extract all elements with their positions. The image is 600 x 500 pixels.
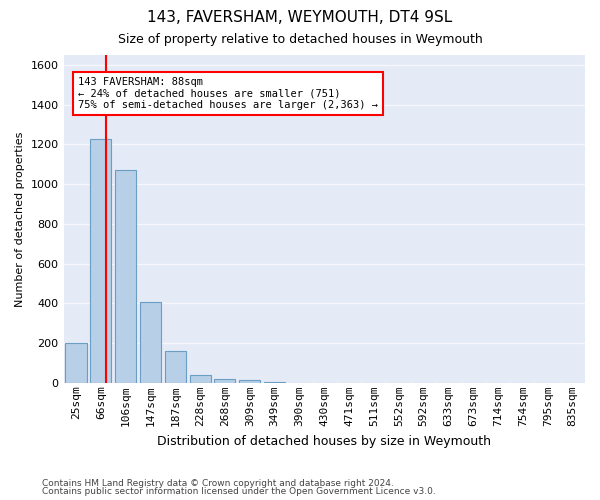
Bar <box>165 351 186 383</box>
Bar <box>115 170 136 383</box>
Bar <box>214 379 235 383</box>
Bar <box>90 140 112 383</box>
X-axis label: Distribution of detached houses by size in Weymouth: Distribution of detached houses by size … <box>157 434 491 448</box>
Bar <box>140 302 161 383</box>
Bar <box>190 375 211 383</box>
Bar <box>65 343 86 383</box>
Y-axis label: Number of detached properties: Number of detached properties <box>15 132 25 306</box>
Bar <box>239 380 260 383</box>
Bar <box>264 382 285 383</box>
Text: 143 FAVERSHAM: 88sqm
← 24% of detached houses are smaller (751)
75% of semi-deta: 143 FAVERSHAM: 88sqm ← 24% of detached h… <box>78 77 378 110</box>
Text: Contains HM Land Registry data © Crown copyright and database right 2024.: Contains HM Land Registry data © Crown c… <box>42 478 394 488</box>
Text: Size of property relative to detached houses in Weymouth: Size of property relative to detached ho… <box>118 32 482 46</box>
Text: 143, FAVERSHAM, WEYMOUTH, DT4 9SL: 143, FAVERSHAM, WEYMOUTH, DT4 9SL <box>148 10 452 25</box>
Text: Contains public sector information licensed under the Open Government Licence v3: Contains public sector information licen… <box>42 487 436 496</box>
